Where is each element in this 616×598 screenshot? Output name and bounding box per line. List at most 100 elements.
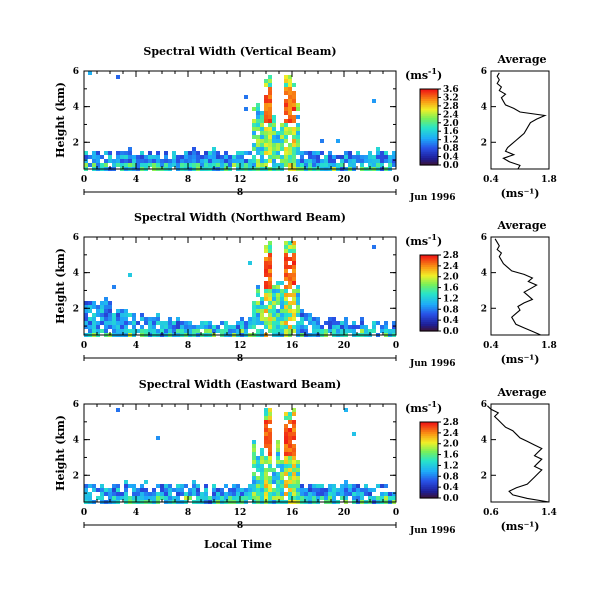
heatmap-cell (268, 432, 272, 436)
heatmap-cell (284, 480, 288, 484)
heatmap-cell (160, 325, 164, 329)
heatmap-cell (88, 71, 92, 75)
colorbar-tick-label: 0.4 (443, 483, 459, 493)
heatmap-cell (352, 492, 356, 496)
heatmap-cell (256, 151, 260, 155)
heatmap-cell (152, 163, 156, 167)
heatmap-cell (120, 313, 124, 317)
heatmap-cell (340, 329, 344, 333)
colorbar-tick-label: 0.8 (443, 144, 459, 154)
heatmap-cell (96, 155, 100, 159)
x-tick-label: 8 (185, 508, 191, 518)
heatmap-cell (184, 321, 188, 325)
heatmap-cell (84, 484, 88, 488)
heatmap-cell (100, 313, 104, 317)
heatmap-cell (256, 289, 260, 293)
colorbar-swatch (420, 262, 438, 266)
heatmap-cell (184, 325, 188, 329)
heatmap-cell (84, 492, 88, 496)
heatmap-cell (280, 305, 284, 309)
heatmap-cell (248, 488, 252, 492)
heatmap-cell (84, 317, 88, 321)
heatmap-cell (116, 151, 120, 155)
heatmap-cell (124, 496, 128, 500)
colorbar-swatch (420, 270, 438, 273)
heatmap-cell (236, 163, 240, 167)
colorbar-swatch (420, 274, 438, 277)
colorbar-tick-label: 2.0 (443, 119, 459, 129)
heatmap-cell (224, 163, 228, 167)
heatmap-cell (116, 313, 120, 317)
heatmap-cell (292, 163, 296, 167)
heatmap-cell (268, 249, 272, 253)
colorbar-swatch (420, 319, 438, 323)
heatmap-cell (296, 492, 300, 496)
heatmap-cell (212, 496, 216, 500)
heatmap-cell (108, 159, 112, 163)
heatmap-cell (244, 151, 248, 155)
heatmap-cell (268, 289, 272, 293)
heatmap-cell (288, 488, 292, 492)
heatmap-cell (204, 321, 208, 325)
colorbar-swatch (420, 473, 438, 476)
heatmap-cell (308, 159, 312, 163)
colorbar-unit: (ms-1) (405, 66, 442, 82)
heatmap-cell (256, 111, 260, 115)
heatmap-cell (260, 127, 264, 131)
heatmap-cell (224, 484, 228, 488)
heatmap-cell (292, 115, 296, 119)
heatmap-cell (332, 329, 336, 333)
heatmap-cell (192, 488, 196, 492)
heatmap-cell (144, 321, 148, 325)
heatmap-cell (92, 163, 96, 167)
heatmap-cell (240, 492, 244, 496)
heatmap-cell (260, 119, 264, 123)
heatmap-cell (120, 163, 124, 167)
colorbar-swatch (420, 90, 438, 94)
heatmap-cell (144, 488, 148, 492)
heatmap-cell (112, 325, 116, 329)
average-profile: Average 0.6 1.4 2 4 6 (ms⁻¹) (481, 386, 557, 533)
colorbar-swatch (420, 266, 438, 269)
heatmap-cell (136, 496, 140, 500)
heatmap-cell (232, 496, 236, 500)
heatmap-cell (156, 484, 160, 488)
heatmap-cell (204, 329, 208, 333)
heatmap-cell (200, 492, 204, 496)
colorbar-swatch (420, 486, 438, 490)
heatmap-cell (288, 163, 292, 167)
heatmap-cell (212, 484, 216, 488)
heatmap-cell (252, 440, 256, 444)
colorbar-swatch (420, 471, 438, 474)
heatmap-cell (288, 87, 292, 91)
colorbar-swatch (420, 127, 438, 130)
heatmap-cell (268, 87, 272, 91)
x-tick-label: 16 (286, 341, 299, 351)
heatmap-cell (236, 325, 240, 329)
heatmap-cell (88, 325, 92, 329)
heatmap-cell (216, 488, 220, 492)
heatmap-cell (228, 488, 232, 492)
heatmap-cell (352, 325, 356, 329)
heatmap-cell (260, 492, 264, 496)
colorbar-swatch (420, 461, 438, 465)
x-tick-label: 8 (185, 341, 191, 351)
heatmap-cell (104, 301, 108, 305)
heatmap-cell (180, 155, 184, 159)
heatmap-cell (260, 123, 264, 127)
heatmap-cell (84, 496, 88, 500)
heatmap-cell (284, 83, 288, 87)
heatmap-cell (240, 151, 244, 155)
heatmap-cell (276, 448, 280, 452)
colorbar-swatch (420, 479, 438, 482)
heatmap-cell (348, 329, 352, 333)
heatmap-cell (276, 480, 280, 484)
heatmap-cell (288, 241, 292, 245)
heatmap-cell (268, 408, 272, 412)
heatmap-cell (96, 163, 100, 167)
heatmap-cell (288, 79, 292, 83)
colorbar-swatch (420, 289, 438, 292)
heatmap-cell (304, 159, 308, 163)
heatmap-cell (276, 492, 280, 496)
heatmap-cell (84, 313, 88, 317)
